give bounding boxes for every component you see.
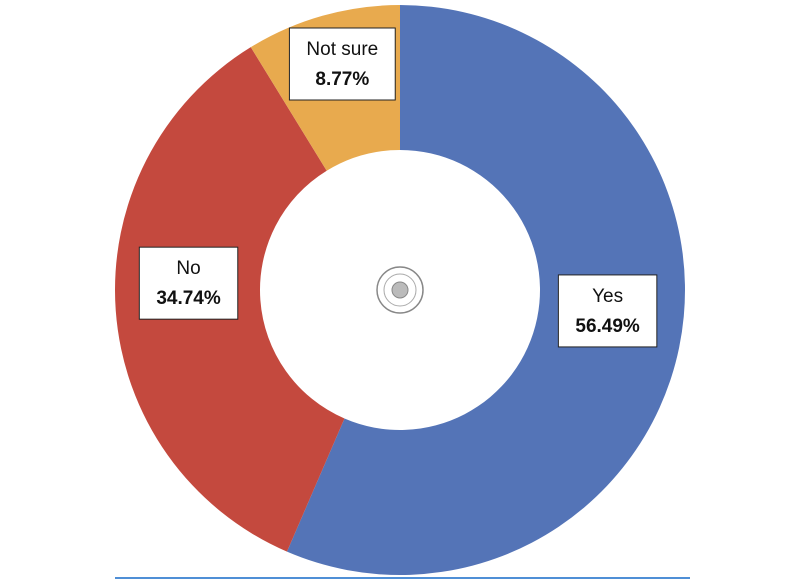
labels: Yes 56.49% No 34.74% Not sure 8.77%: [138, 27, 658, 348]
label-value: 56.49%: [575, 316, 640, 337]
label-box: [557, 274, 658, 348]
slice: [286, 5, 685, 575]
center-dot: [391, 281, 409, 299]
data-label: Not sure 8.77%: [288, 27, 396, 101]
data-label: Yes 56.49%: [557, 274, 658, 348]
label-name: Yes: [592, 286, 623, 307]
label-value: 34.74%: [156, 288, 221, 309]
center-icon: [376, 266, 424, 314]
label-name: Not sure: [306, 39, 378, 60]
data-label: No 34.74%: [138, 246, 239, 320]
label-value: 8.77%: [315, 69, 369, 90]
label-box: [288, 27, 396, 101]
label-box: [138, 246, 239, 320]
label-name: No: [176, 258, 200, 279]
